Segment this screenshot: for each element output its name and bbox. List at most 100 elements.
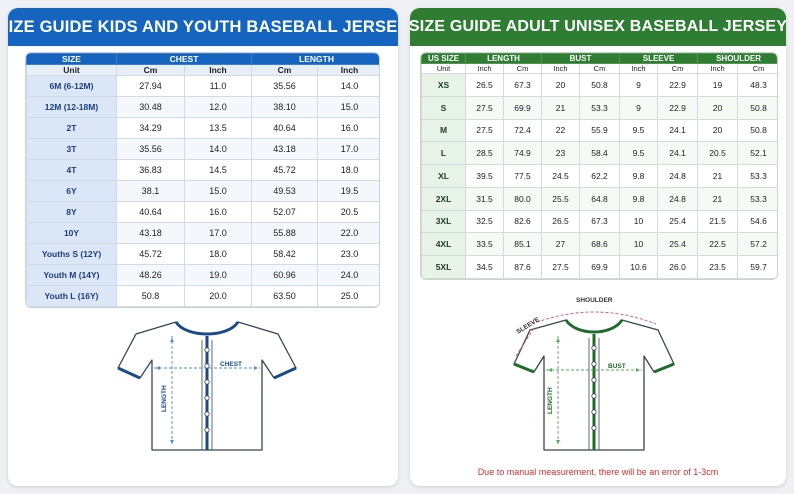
measurement-cell: 31.5 <box>465 186 504 211</box>
measurement-cell: 50.8 <box>737 118 777 143</box>
measurement-cell: 50.8 <box>116 285 185 307</box>
measurement-cell: 67.3 <box>502 73 543 97</box>
kids-unit-header: Cm <box>251 64 318 76</box>
measurement-cell: 18.0 <box>184 243 252 265</box>
measurement-cell: 27.5 <box>465 118 504 143</box>
measurement-cell: 19.0 <box>184 264 252 286</box>
measurement-cell: 50.8 <box>737 95 777 120</box>
measurement-cell: 82.6 <box>502 209 543 234</box>
measurement-cell: 25.5 <box>541 186 581 211</box>
measurement-cell: 24.1 <box>657 141 699 166</box>
measurement-cell: 62.2 <box>579 164 621 188</box>
measurement-cell: 14.0 <box>184 138 252 160</box>
measurement-cell: 17.0 <box>316 138 379 160</box>
measurement-cell: 10 <box>619 232 659 257</box>
table-row: 2XL 31.5 80.0 25.5 64.8 9.8 24.8 21 53.3 <box>421 186 777 211</box>
measurement-cell: 27 <box>541 232 581 257</box>
table-row: 10Y 43.18 17.0 55.88 22.0 <box>26 222 379 244</box>
measurement-cell: 11.0 <box>184 75 252 97</box>
measurement-cell: 35.56 <box>251 75 318 97</box>
measurement-cell: 15.0 <box>184 180 252 202</box>
measurement-cell: 38.10 <box>251 96 318 118</box>
measurement-cell: 27.5 <box>465 95 504 120</box>
size-label: 8Y <box>26 201 117 223</box>
measurement-cell: 26.0 <box>657 255 699 279</box>
adult-unit-header: Cm <box>502 63 543 74</box>
measurement-cell: 10.6 <box>619 255 659 279</box>
measurement-cell: 20 <box>697 95 739 120</box>
measurement-cell: 14.0 <box>316 75 379 97</box>
measurement-cell: 52.1 <box>737 141 777 166</box>
measurement-cell: 52.07 <box>251 201 318 223</box>
measurement-cell: 33.5 <box>465 232 504 257</box>
measurement-cell: 23 <box>541 141 581 166</box>
measurement-cell: 74.9 <box>502 141 543 166</box>
adult-length-label: LENGTH <box>547 387 554 414</box>
size-label: S <box>421 95 466 120</box>
kids-title: SIZE GUIDE KIDS AND YOUTH BASEBALL JERSE… <box>8 8 398 46</box>
measurement-cell: 64.8 <box>579 186 621 211</box>
adult-jersey-diagram: SHOULDER SLEEVE BUST LENGTH <box>513 297 675 451</box>
measurement-cell: 24.5 <box>541 164 581 188</box>
size-label: Youth M (14Y) <box>26 264 117 286</box>
adult-size-table-wrapper: US SIZE LENGTH BUST SLEEVE SHOULDER Unit… <box>420 52 778 280</box>
measurement-cell: 13.5 <box>184 117 252 139</box>
measurement-cell: 19 <box>697 73 739 97</box>
measurement-cell: 22.9 <box>657 95 699 120</box>
measurement-cell: 34.29 <box>116 117 185 139</box>
measurement-cell: 58.4 <box>579 141 621 166</box>
adult-title: SIZE GUIDE ADULT UNISEX BASEBALL JERSEY <box>410 8 786 46</box>
adult-unit-header: Cm <box>579 63 621 74</box>
measurement-cell: 43.18 <box>251 138 318 160</box>
kids-unit-header: Unit <box>26 64 117 76</box>
table-row: Youth L (16Y) 50.8 20.0 63.50 25.0 <box>26 285 379 307</box>
size-label: 12M (12-18M) <box>26 96 117 118</box>
adult-unit-header: Inch <box>697 63 739 74</box>
measurement-cell: 48.3 <box>737 73 777 97</box>
measurement-cell: 18.0 <box>316 159 379 181</box>
adult-unit-header: Inch <box>465 63 504 74</box>
measurement-cell: 50.8 <box>579 73 621 97</box>
measurement-cell: 20.5 <box>697 141 739 166</box>
size-label: Youths S (12Y) <box>26 243 117 265</box>
measurement-cell: 20 <box>697 118 739 143</box>
adult-shoulder-label: SHOULDER <box>576 297 613 304</box>
size-label: XS <box>421 73 466 97</box>
measurement-cell: 9 <box>619 73 659 97</box>
measurement-cell: 32.5 <box>465 209 504 234</box>
measurement-cell: 69.9 <box>579 255 621 279</box>
size-label: 6M (6-12M) <box>26 75 117 97</box>
size-label: 10Y <box>26 222 117 244</box>
measurement-cell: 27.94 <box>116 75 185 97</box>
measurement-cell: 24.8 <box>657 164 699 188</box>
measurement-cell: 24.1 <box>657 118 699 143</box>
measurement-cell: 67.3 <box>579 209 621 234</box>
measurement-cell: 40.64 <box>251 117 318 139</box>
measurement-cell: 23.0 <box>316 243 379 265</box>
size-label: 3XL <box>421 209 466 234</box>
measurement-cell: 45.72 <box>251 159 318 181</box>
measurement-cell: 12.0 <box>184 96 252 118</box>
measurement-cell: 68.6 <box>579 232 621 257</box>
measurement-cell: 21 <box>697 164 739 188</box>
measurement-cell: 26.5 <box>541 209 581 234</box>
measurement-cell: 23.5 <box>697 255 739 279</box>
size-label: 2XL <box>421 186 466 211</box>
measurement-error-note: Due to manual measurement, there will be… <box>477 467 719 477</box>
measurement-cell: 40.64 <box>116 201 185 223</box>
table-row: Youth M (14Y) 48.26 19.0 60.96 24.0 <box>26 264 379 286</box>
measurement-cell: 53.3 <box>737 164 777 188</box>
measurement-cell: 22.0 <box>316 222 379 244</box>
measurement-cell: 57.2 <box>737 232 777 257</box>
measurement-cell: 14.5 <box>184 159 252 181</box>
kids-chest-label: CHEST <box>220 361 242 368</box>
measurement-cell: 49.53 <box>251 180 318 202</box>
measurement-cell: 36.83 <box>116 159 185 181</box>
table-row: XS 26.5 67.3 20 50.8 9 22.9 19 48.3 <box>421 73 777 97</box>
measurement-cell: 21 <box>697 186 739 211</box>
adult-header-sleeve: SLEEVE <box>619 53 699 64</box>
kids-units-row: Unit Cm Inch Cm Inch <box>26 64 379 76</box>
measurement-cell: 28.5 <box>465 141 504 166</box>
measurement-cell: 53.3 <box>579 95 621 120</box>
measurement-cell: 35.56 <box>116 138 185 160</box>
